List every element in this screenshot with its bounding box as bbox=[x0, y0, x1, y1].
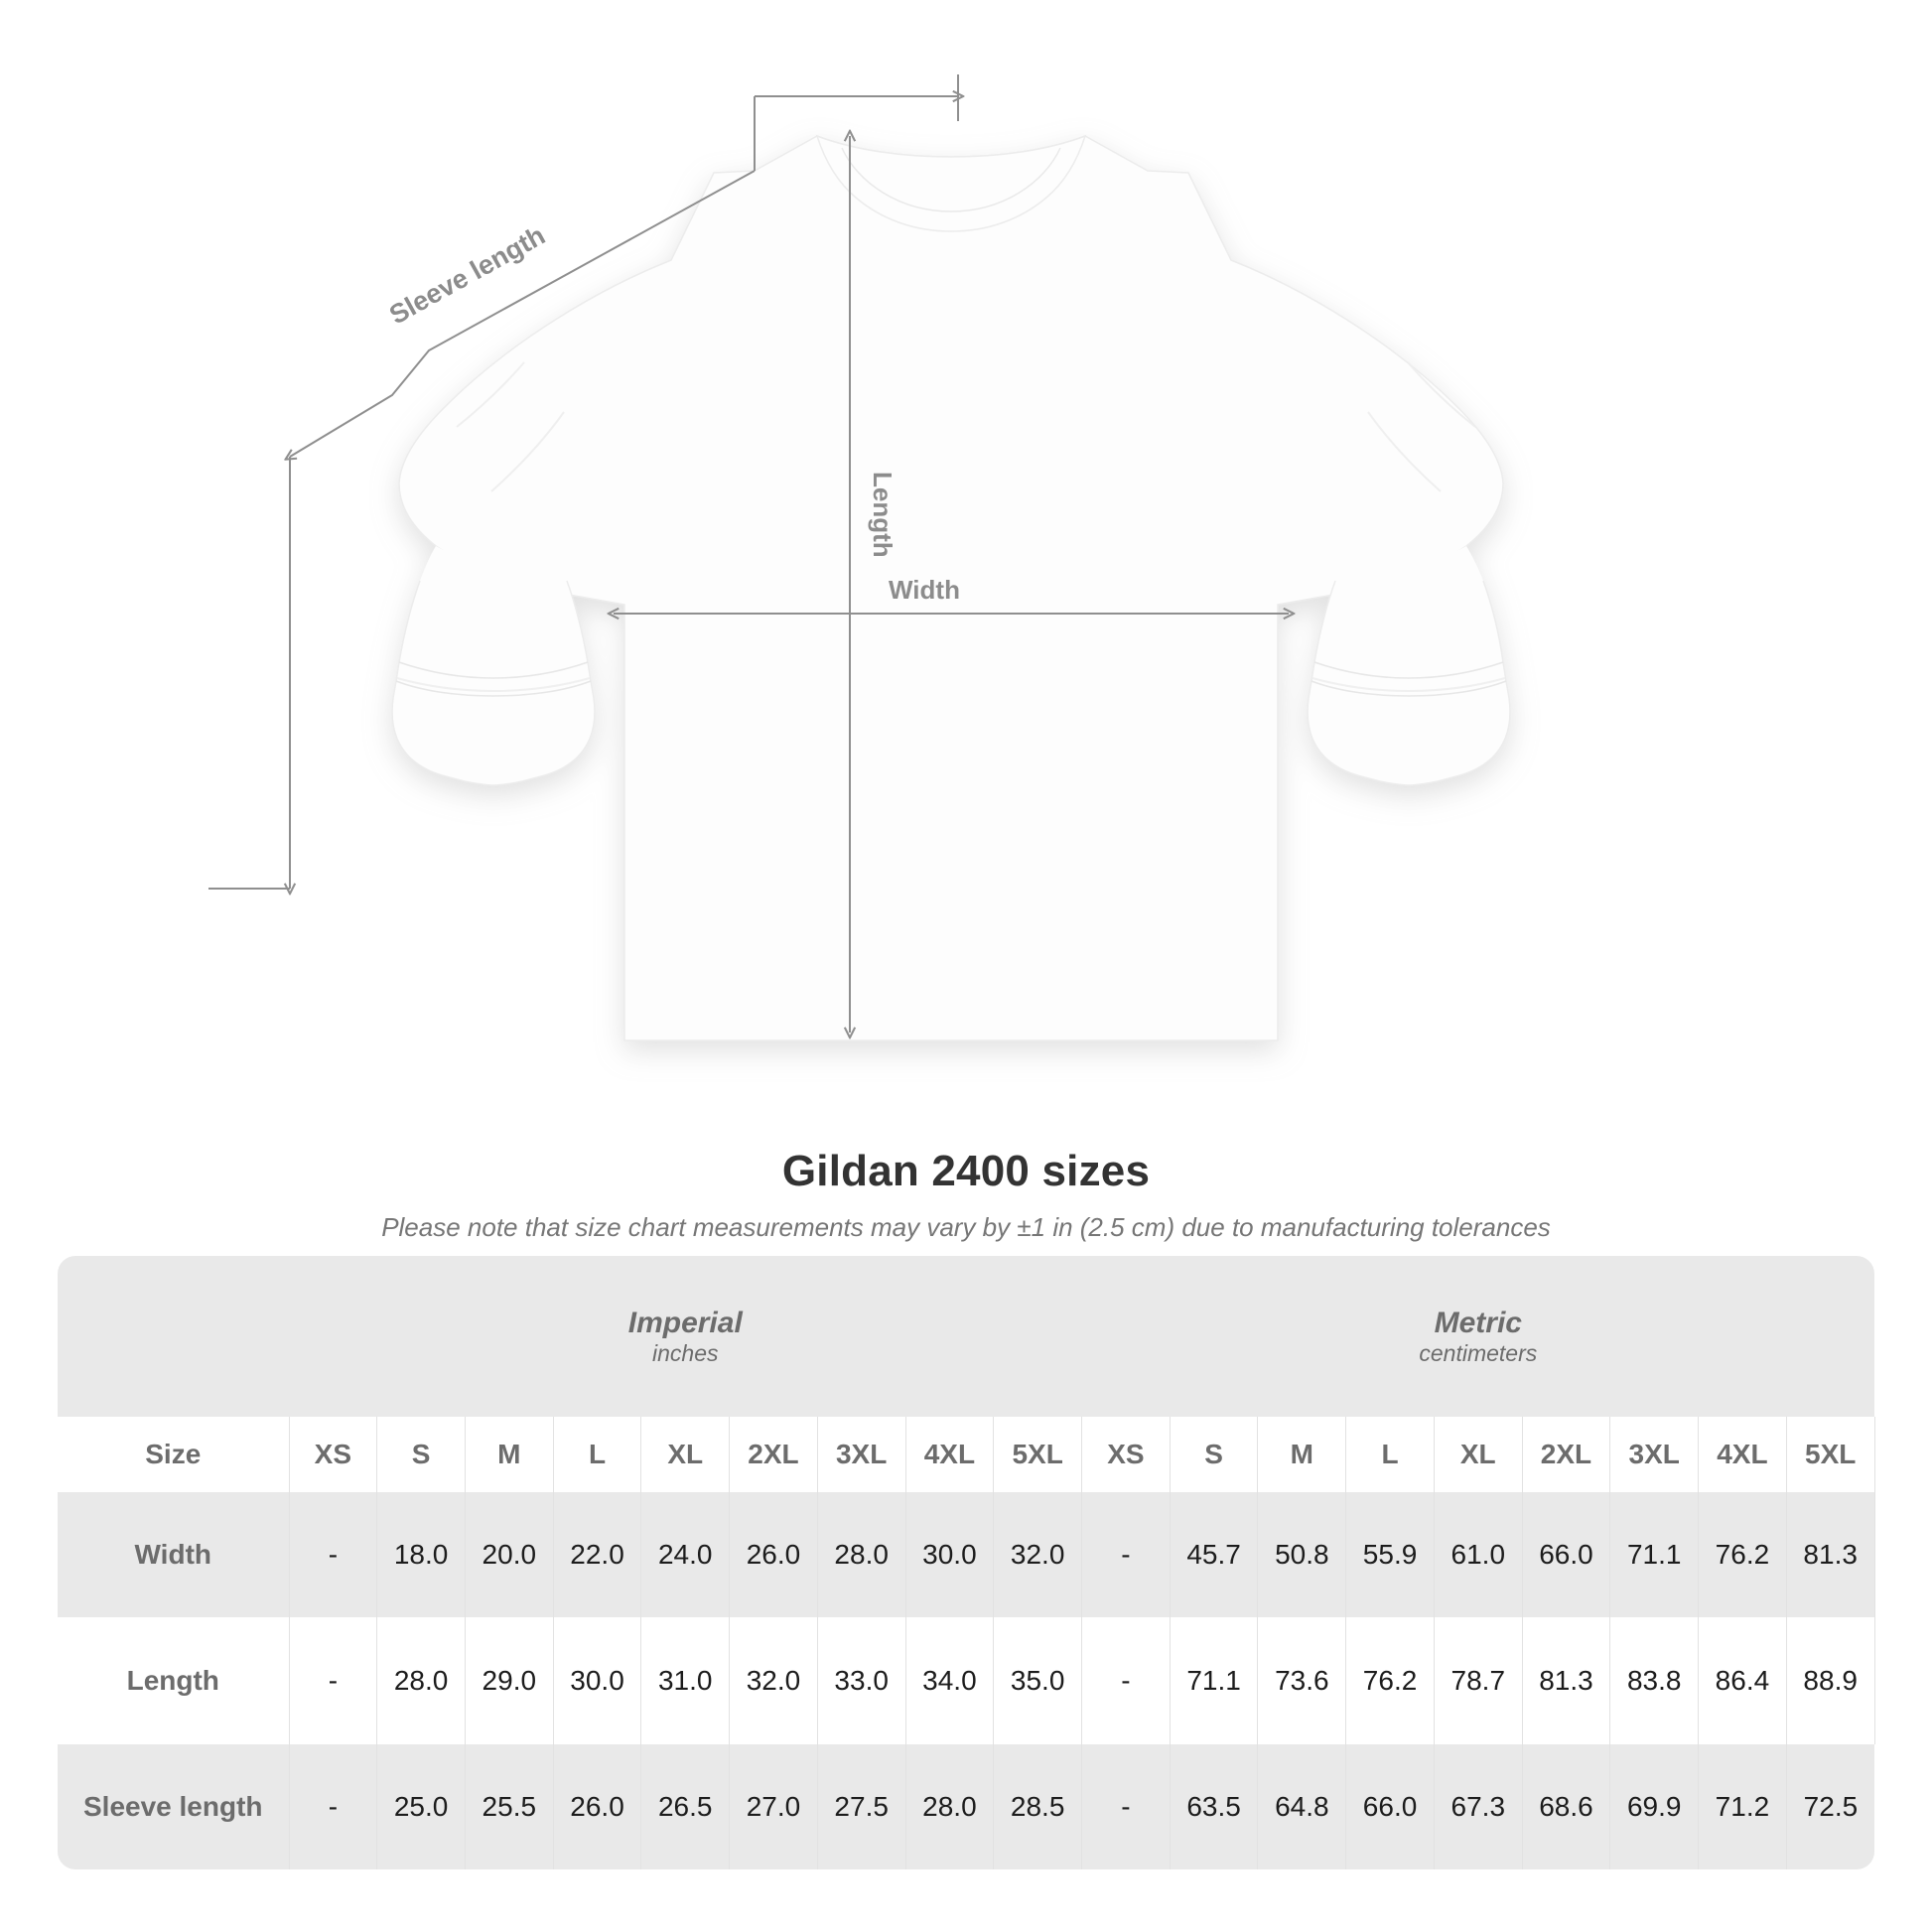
svg-text:Sleeve length: Sleeve length bbox=[384, 220, 550, 331]
svg-text:Length: Length bbox=[868, 472, 897, 558]
svg-text:Width: Width bbox=[889, 575, 960, 605]
